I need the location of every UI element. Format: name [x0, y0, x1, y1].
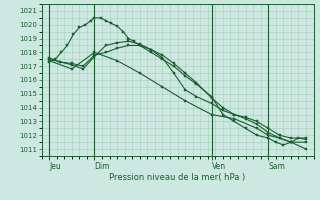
X-axis label: Pression niveau de la mer( hPa ): Pression niveau de la mer( hPa ) — [109, 173, 246, 182]
